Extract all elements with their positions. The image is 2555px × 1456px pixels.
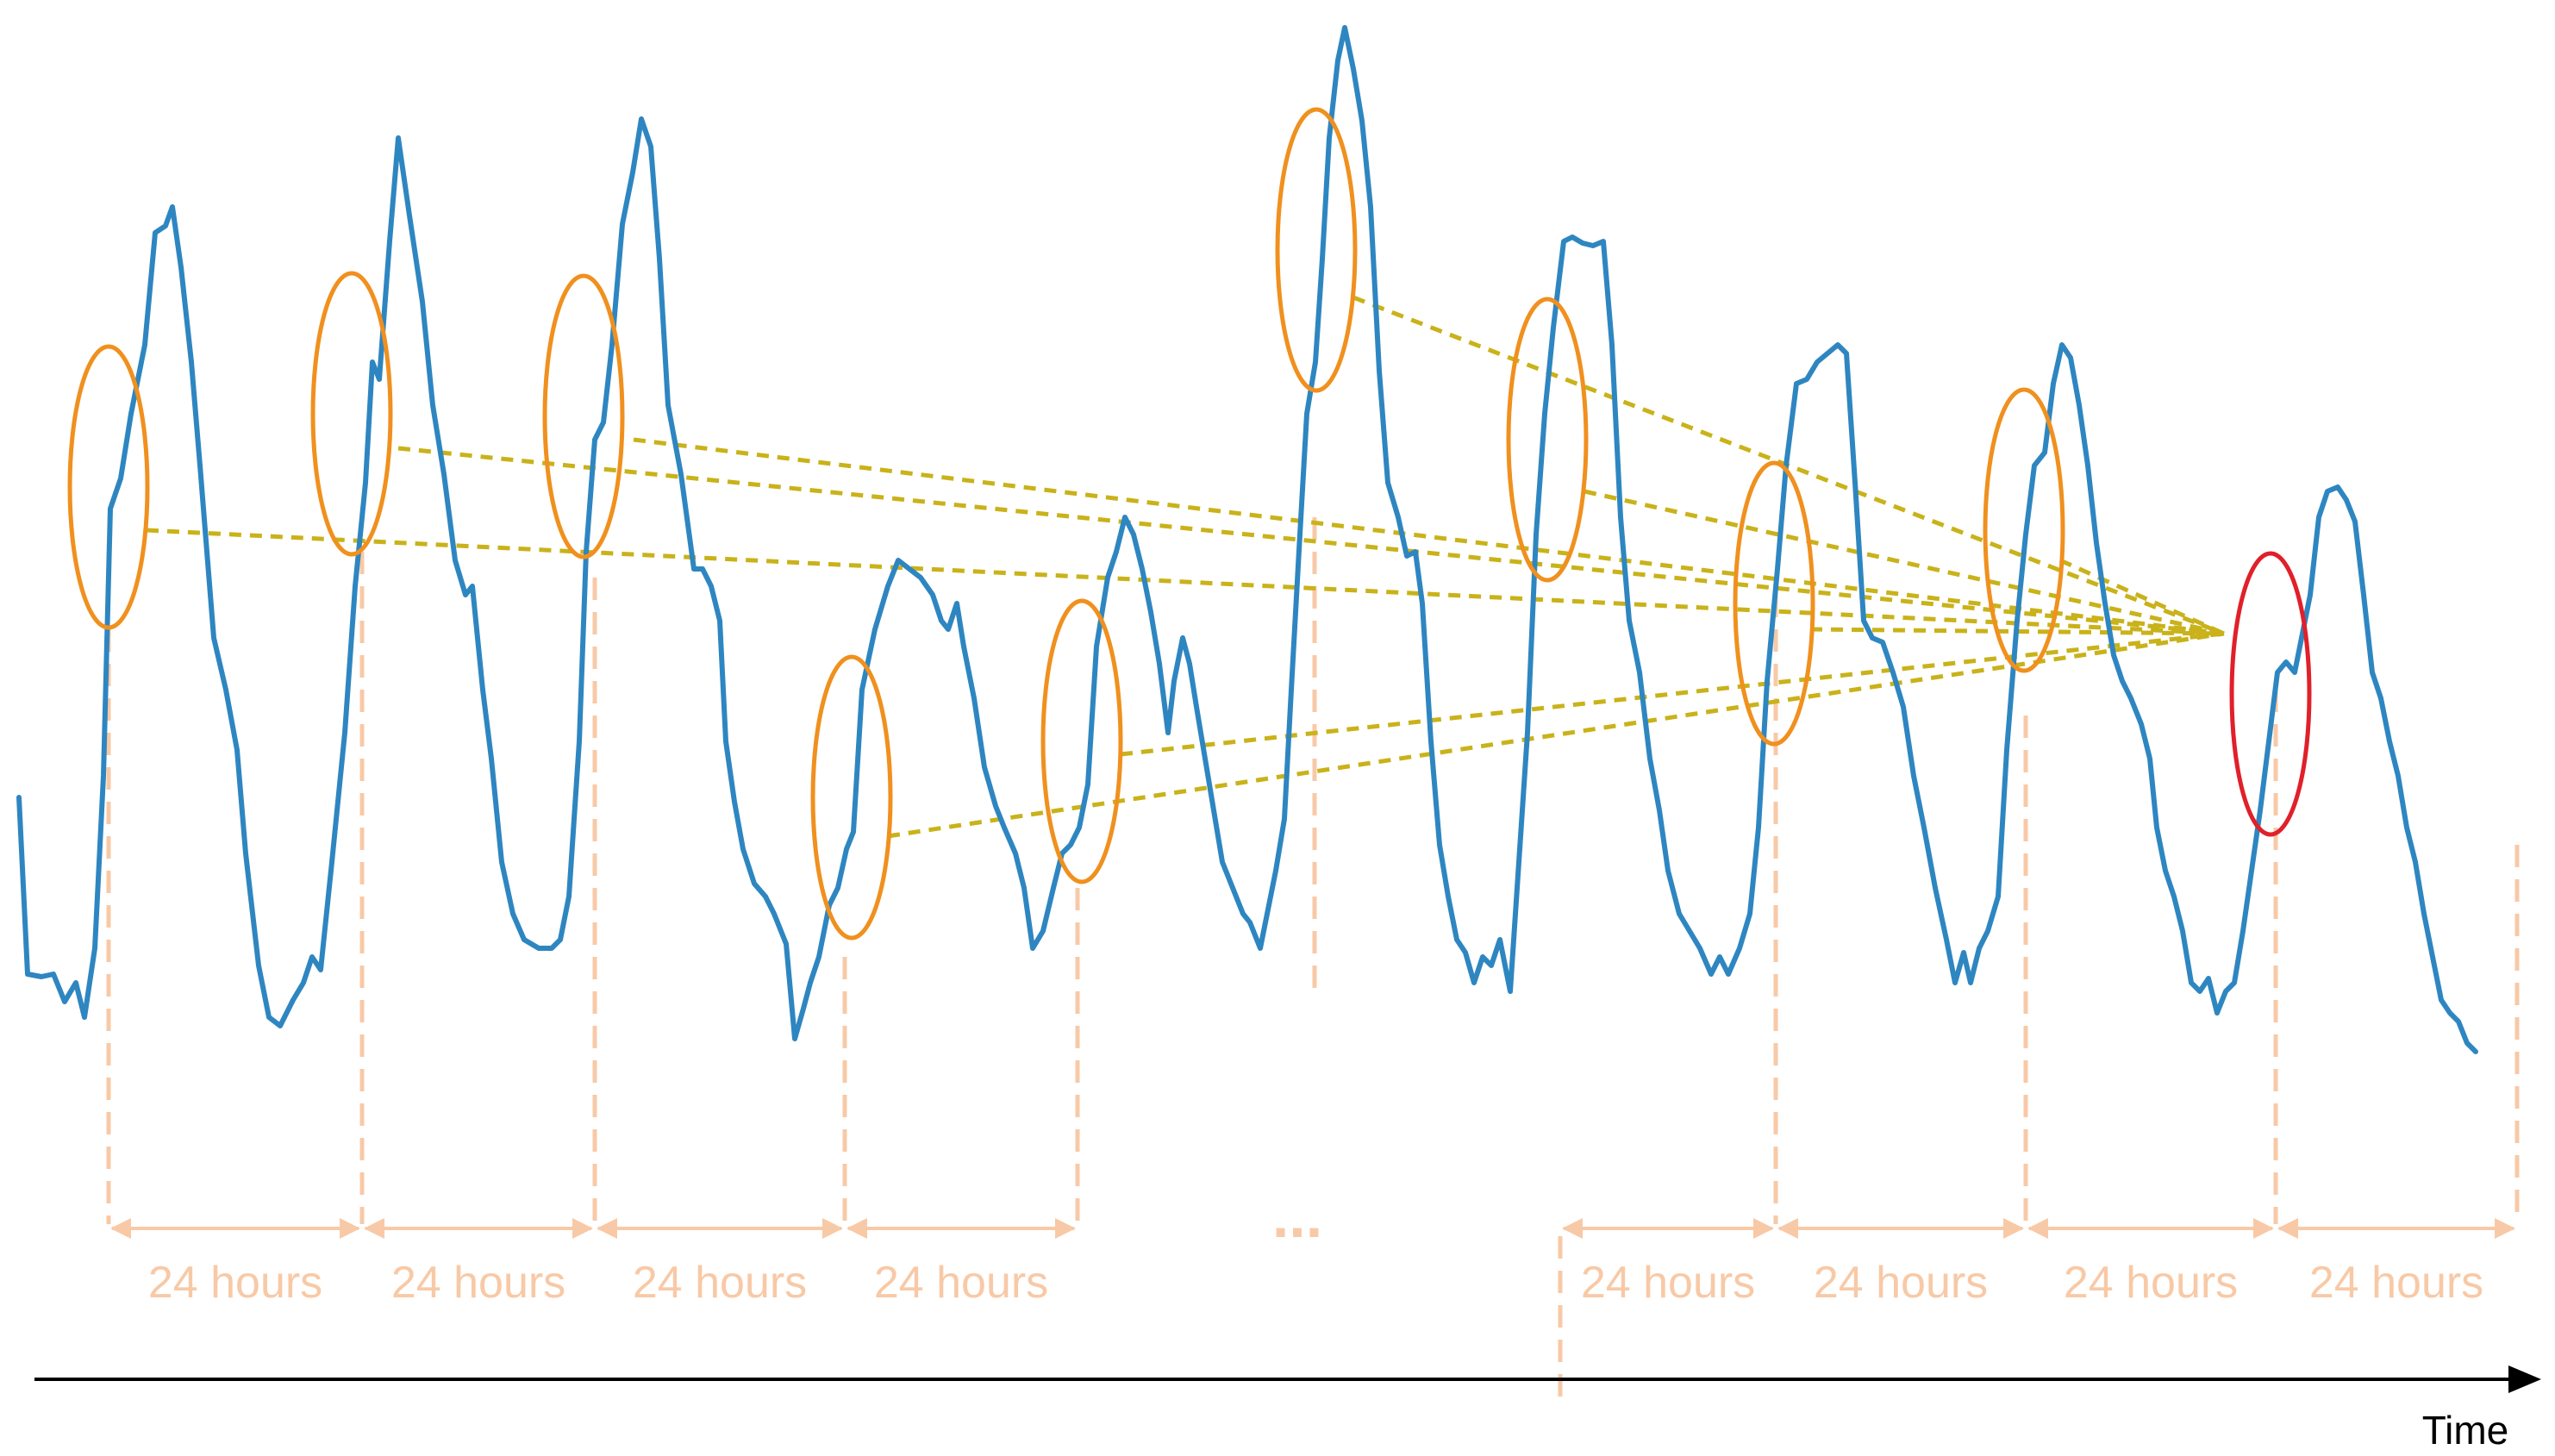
period-label: 24 hours xyxy=(2064,1258,2238,1308)
period-label: 24 hours xyxy=(1581,1258,1755,1308)
history-highlight-ellipse xyxy=(1983,387,2065,673)
history-highlight-ellipse xyxy=(1506,297,1589,583)
period-bracket-arrowhead xyxy=(846,1218,867,1239)
history-highlight-ellipse xyxy=(1275,107,1358,393)
period-bracket-arrowhead xyxy=(1055,1218,1076,1239)
similarity-link xyxy=(633,437,2225,636)
history-highlights xyxy=(67,107,2312,940)
history-highlight-ellipse xyxy=(810,654,893,940)
similarity-link xyxy=(146,528,2225,636)
target-highlight-ellipse xyxy=(2229,551,2312,837)
time-axis-arrowhead xyxy=(2508,1365,2541,1393)
period-bracket-arrowhead xyxy=(597,1218,617,1239)
history-highlight-ellipse xyxy=(1733,460,1815,747)
history-highlight-ellipse xyxy=(67,344,150,630)
similarity-link xyxy=(1584,489,2225,636)
time-series-line xyxy=(16,25,2478,1054)
period-bracket-arrowhead xyxy=(1753,1218,1774,1239)
period-bracket-arrowhead xyxy=(2003,1218,2024,1239)
period-ellipsis: ... xyxy=(1272,1183,1322,1250)
period-label: 24 hours xyxy=(1814,1258,1988,1308)
period-brackets xyxy=(110,1218,2515,1239)
period-bracket-arrowhead xyxy=(2277,1218,2298,1239)
history-highlight-ellipse xyxy=(310,271,393,557)
period-label: 24 hours xyxy=(2309,1258,2483,1308)
period-bracket-arrowhead xyxy=(1777,1218,1798,1239)
period-label: 24 hours xyxy=(874,1258,1048,1308)
period-label: 24 hours xyxy=(633,1258,807,1308)
period-bracket-arrowhead xyxy=(822,1218,843,1239)
time-axis: Time xyxy=(34,1365,2541,1453)
period-bracket-arrowhead xyxy=(364,1218,384,1239)
history-highlight-ellipse xyxy=(542,273,625,559)
period-labels: 24 hours 24 hours 24 hours 24 hours 24 hours… xyxy=(148,1258,2483,1308)
period-bracket-arrowhead xyxy=(340,1218,360,1239)
period-label: 24 hours xyxy=(391,1258,565,1308)
similarity-link xyxy=(1120,631,2225,757)
period-bracket-arrowhead xyxy=(2253,1218,2274,1239)
history-highlight-ellipse xyxy=(1040,598,1123,884)
period-bracket-arrowhead xyxy=(1562,1218,1583,1239)
period-label: 24 hours xyxy=(148,1258,322,1308)
period-bracket-arrowhead xyxy=(2027,1218,2048,1239)
similarity-link xyxy=(887,631,2225,839)
similarity-link xyxy=(2058,558,2226,636)
period-bracket-arrowhead xyxy=(2495,1218,2515,1239)
period-bracket-arrowhead xyxy=(110,1218,131,1239)
period-bracket-arrowhead xyxy=(572,1218,593,1239)
time-axis-label: Time xyxy=(2422,1408,2509,1453)
similarity-link xyxy=(397,446,2225,636)
